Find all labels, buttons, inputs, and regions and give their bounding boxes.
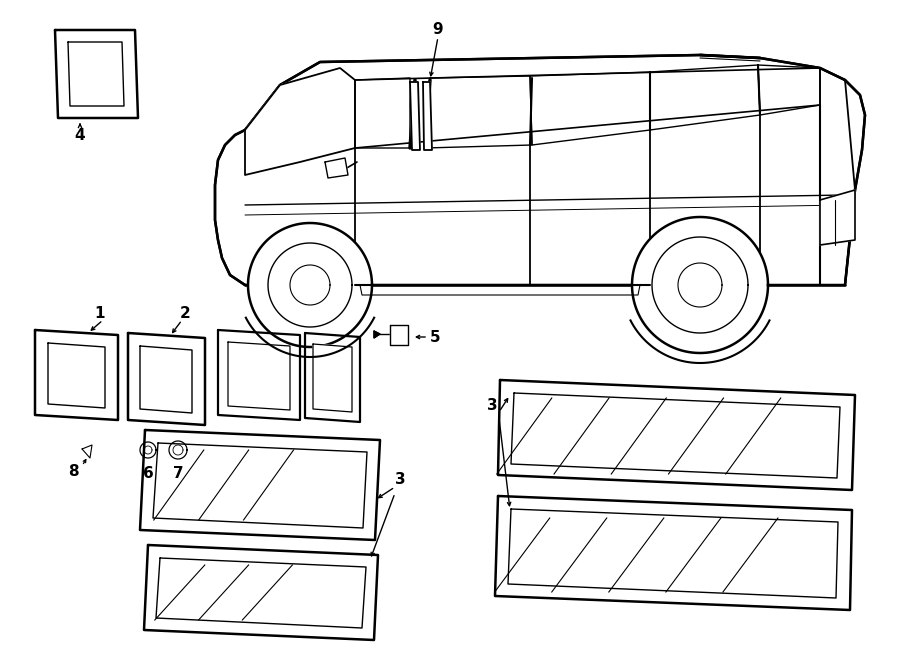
Polygon shape bbox=[390, 325, 408, 345]
Polygon shape bbox=[632, 217, 768, 353]
Polygon shape bbox=[508, 509, 838, 598]
Polygon shape bbox=[820, 68, 855, 285]
Polygon shape bbox=[228, 342, 290, 410]
Polygon shape bbox=[215, 55, 865, 285]
Polygon shape bbox=[425, 76, 532, 148]
Text: 9: 9 bbox=[433, 22, 444, 38]
Polygon shape bbox=[495, 496, 852, 610]
Polygon shape bbox=[156, 558, 366, 628]
Polygon shape bbox=[650, 65, 760, 130]
Polygon shape bbox=[35, 330, 118, 420]
Polygon shape bbox=[153, 443, 367, 528]
Text: 6: 6 bbox=[142, 467, 153, 481]
Polygon shape bbox=[48, 343, 105, 408]
Polygon shape bbox=[530, 72, 650, 145]
Polygon shape bbox=[55, 30, 138, 118]
Text: 5: 5 bbox=[429, 329, 440, 344]
Polygon shape bbox=[360, 285, 640, 295]
Polygon shape bbox=[140, 430, 380, 540]
Polygon shape bbox=[305, 333, 360, 422]
Text: 2: 2 bbox=[180, 305, 191, 321]
Polygon shape bbox=[410, 82, 420, 150]
Polygon shape bbox=[245, 68, 355, 175]
Polygon shape bbox=[68, 42, 124, 106]
Text: 1: 1 bbox=[94, 305, 105, 321]
Polygon shape bbox=[128, 333, 205, 425]
Polygon shape bbox=[423, 82, 432, 150]
Polygon shape bbox=[248, 223, 372, 347]
Polygon shape bbox=[498, 380, 855, 490]
Text: 4: 4 bbox=[75, 128, 86, 143]
Polygon shape bbox=[758, 65, 820, 115]
Polygon shape bbox=[374, 331, 380, 338]
Polygon shape bbox=[313, 344, 352, 412]
Text: 3: 3 bbox=[487, 397, 498, 412]
Polygon shape bbox=[820, 190, 855, 245]
Text: 8: 8 bbox=[68, 465, 78, 479]
Polygon shape bbox=[325, 158, 348, 178]
Polygon shape bbox=[144, 545, 378, 640]
Text: 7: 7 bbox=[173, 467, 184, 481]
Polygon shape bbox=[355, 78, 410, 148]
Polygon shape bbox=[218, 330, 300, 420]
Polygon shape bbox=[511, 393, 840, 478]
Text: 3: 3 bbox=[395, 473, 405, 488]
Polygon shape bbox=[140, 346, 192, 413]
